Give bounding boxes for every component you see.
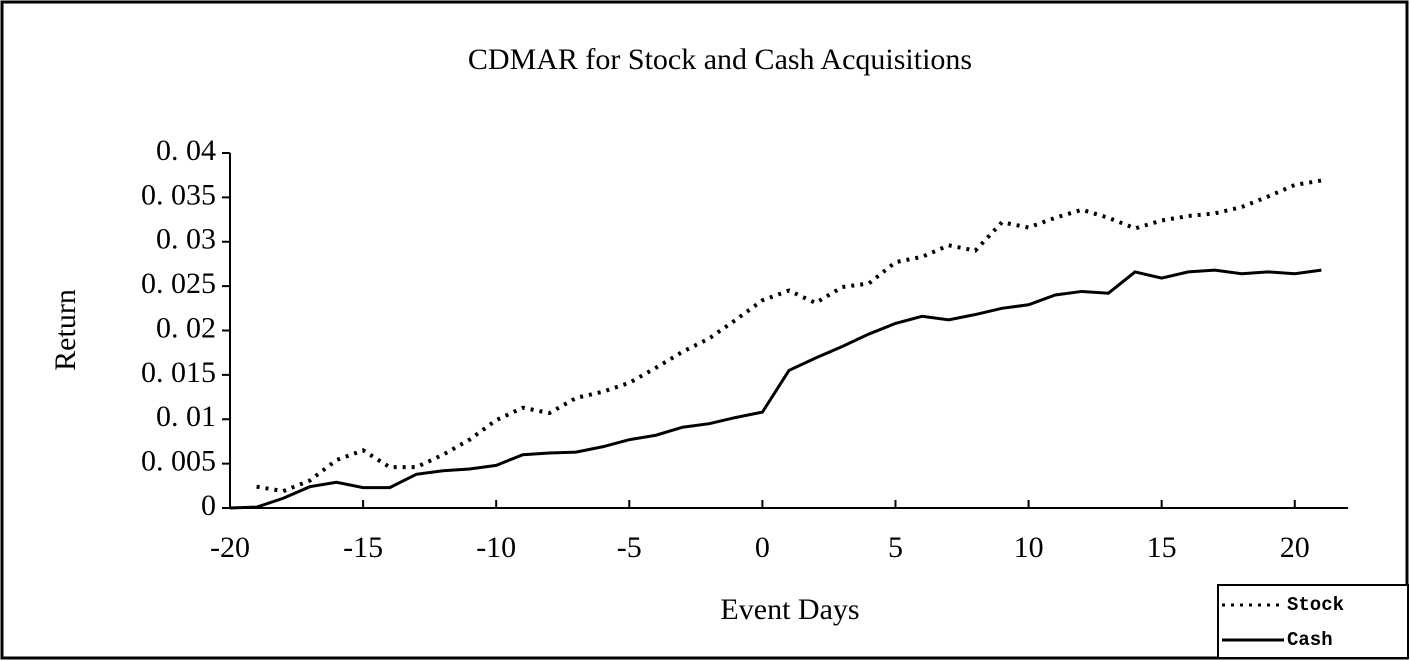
x-tick-label: 20 [1280, 531, 1310, 564]
y-tick-label: 0. 01 [156, 400, 216, 433]
y-tick-label: 0. 03 [156, 223, 216, 256]
y-tick-label: 0. 02 [156, 311, 216, 344]
x-axis-title: Event Days [720, 593, 859, 626]
y-axis-title: Return [49, 289, 82, 371]
x-tick-label: -20 [210, 531, 250, 564]
x-tick-label: 15 [1147, 531, 1177, 564]
legend-label: Cash [1287, 629, 1333, 651]
series-line [229, 268, 1322, 510]
series-line [256, 178, 1322, 494]
legend-box [1217, 584, 1409, 659]
y-tick-label: 0. 025 [141, 267, 216, 300]
y-tick-label: 0. 015 [141, 356, 216, 389]
chart-title: CDMAR for Stock and Cash Acquisitions [468, 43, 972, 76]
y-tick-label: 0. 035 [141, 178, 216, 211]
y-tick-label: 0. 005 [141, 445, 216, 478]
x-tick-label: -5 [617, 531, 642, 564]
x-tick-label: -10 [476, 531, 516, 564]
x-tick-label: 10 [1014, 531, 1044, 564]
legend-label: Stock [1287, 594, 1344, 616]
x-tick-label: 0 [755, 531, 770, 564]
y-tick-label: 0 [201, 489, 216, 522]
y-tick-label: 0. 04 [156, 134, 216, 167]
x-tick-label: -15 [343, 531, 383, 564]
x-tick-label: 5 [888, 531, 903, 564]
